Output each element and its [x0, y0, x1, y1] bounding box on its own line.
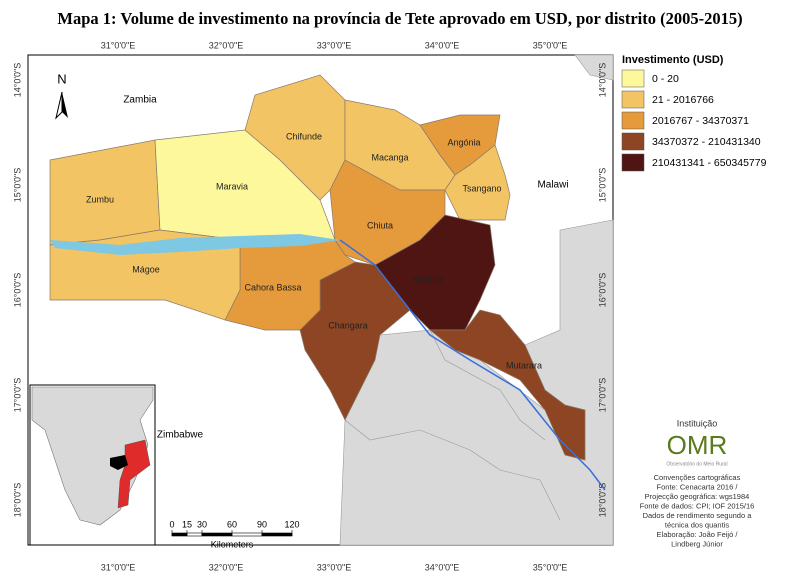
- legend-label: 34370372 - 210431340: [652, 136, 761, 148]
- inset-mozambique: [117, 439, 151, 509]
- longitude-label: 33°0'0"E: [317, 562, 352, 572]
- other-provinces: [574, 54, 614, 81]
- longitude-label: 34°0'0"E: [425, 40, 460, 50]
- note: Fonte de dados: CPI; IOF 2015/16: [640, 501, 755, 510]
- institution-heading: Instituição: [677, 418, 718, 428]
- province-border: [344, 419, 561, 521]
- latitude-label: 15°0'0"S: [12, 168, 22, 203]
- north-label: N: [57, 71, 66, 86]
- district-label: Chiuta: [367, 220, 393, 230]
- scale-segment: [171, 532, 188, 537]
- legend-title: Investimento (USD): [622, 54, 724, 66]
- note: Convenções cartográficas: [654, 473, 741, 482]
- country-label: Zimbabwe: [157, 430, 204, 441]
- scale-tick-label: 60: [227, 519, 237, 529]
- logo-subtitle: Observatório do Meio Rural: [666, 461, 727, 467]
- longitude-label: 31°0'0"E: [101, 562, 136, 572]
- scale-tick-label: 0: [169, 519, 174, 529]
- longitude-label: 31°0'0"E: [101, 40, 136, 50]
- district-label: Zumbu: [86, 194, 114, 204]
- legend-swatch: [621, 132, 645, 151]
- scale-segment: [231, 532, 263, 537]
- longitude-label: 32°0'0"E: [209, 562, 244, 572]
- north-arrow-right: [62, 92, 68, 118]
- map-title: Mapa 1: Volume de investimento na provín…: [57, 9, 742, 28]
- district-label: Tsangano: [462, 183, 501, 193]
- district-label: Chifunde: [286, 131, 322, 141]
- country-label: Zambia: [123, 95, 157, 106]
- legend-label: 21 - 2016766: [652, 94, 714, 106]
- district-label: Moatize: [412, 274, 444, 284]
- lake-cahora-bassa: [50, 234, 340, 255]
- latitude-label: 17°0'0"S: [597, 378, 607, 413]
- scale-tick-label: 15: [182, 519, 192, 529]
- legend-swatch: [621, 69, 645, 88]
- logo: OMR: [667, 430, 728, 460]
- longitude-label: 32°0'0"E: [209, 40, 244, 50]
- scale-tick-label: 30: [197, 519, 207, 529]
- scale-segment: [261, 532, 293, 537]
- note: técnica dos quantis: [665, 520, 729, 529]
- inset-tete: [110, 455, 128, 470]
- district-label: Mutarara: [506, 360, 542, 370]
- legend-label: 2016767 - 34370371: [652, 115, 749, 127]
- note: Elaboração: João Feijó /: [657, 530, 739, 539]
- latitude-label: 14°0'0"S: [12, 63, 22, 98]
- latitude-label: 16°0'0"S: [12, 273, 22, 308]
- district-label: Angónia: [447, 137, 480, 147]
- district: [429, 309, 586, 461]
- latitude-label: 14°0'0"S: [597, 63, 607, 98]
- longitude-label: 35°0'0"E: [533, 40, 568, 50]
- legend: Investimento (USD) 0 - 20 21 - 2016766 201…: [621, 54, 767, 172]
- district-label: Mágoe: [132, 264, 160, 274]
- latitude-label: 16°0'0"S: [597, 273, 607, 308]
- scale-segment: [186, 532, 203, 537]
- longitude-label: 33°0'0"E: [317, 40, 352, 50]
- district-label: Cahora Bassa: [244, 282, 301, 292]
- note: Projecção geográfica: wgs1984: [645, 492, 750, 501]
- province-border: [429, 329, 546, 441]
- district-label: Maravia: [216, 181, 248, 191]
- longitude-label: 35°0'0"E: [533, 562, 568, 572]
- latitude-label: 18°0'0"S: [597, 483, 607, 518]
- legend-swatch: [621, 153, 645, 172]
- country-label: Malawi: [537, 180, 568, 191]
- legend-swatch: [621, 111, 645, 130]
- note: Fonte: Cenacarta 2016 /: [657, 482, 739, 491]
- note: Lindberg Júnior: [671, 539, 723, 548]
- note: Dados de rendimento segundo a: [643, 511, 753, 520]
- scale-tick-label: 120: [284, 519, 299, 529]
- latitude-label: 15°0'0"S: [597, 168, 607, 203]
- latitude-label: 18°0'0"S: [12, 483, 22, 518]
- legend-swatch: [621, 90, 645, 109]
- scale-bar: 0 15 30 60 90 120 Kilometers: [169, 519, 299, 549]
- zambezi-river: [339, 239, 606, 491]
- scale-tick-label: 90: [257, 519, 267, 529]
- district-label: Changara: [328, 320, 368, 330]
- inset-map: [29, 384, 156, 546]
- district-label: Macanga: [371, 152, 408, 162]
- legend-label: 0 - 20: [652, 73, 679, 85]
- longitude-label: 34°0'0"E: [425, 562, 460, 572]
- latitude-label: 17°0'0"S: [12, 378, 22, 413]
- legend-label: 210431341 - 650345779: [652, 157, 767, 169]
- district: [444, 144, 511, 221]
- scale-unit: Kilometers: [211, 539, 254, 549]
- north-arrow: N: [55, 71, 68, 120]
- scale-segment: [201, 532, 233, 537]
